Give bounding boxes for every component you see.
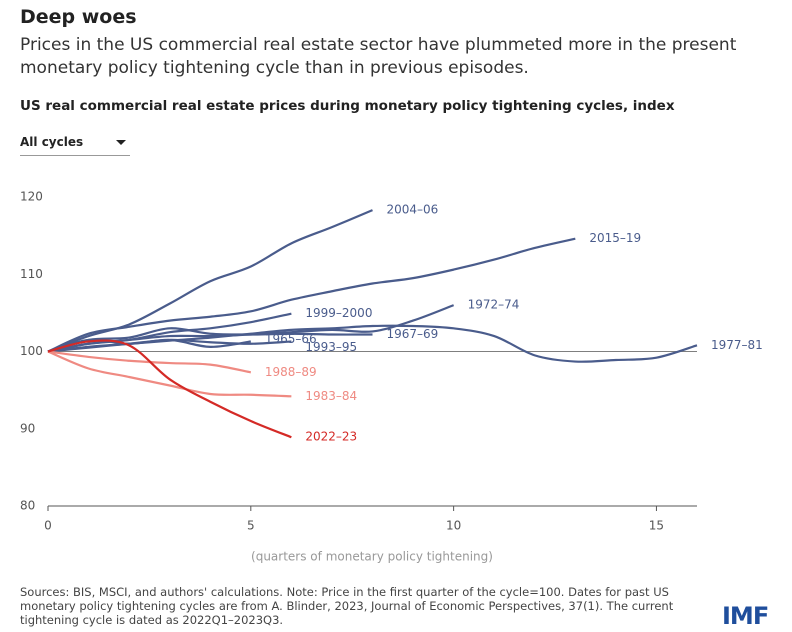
- x-tick-label: 0: [44, 519, 52, 533]
- subtitle: Prices in the US commercial real estate …: [20, 35, 737, 78]
- series-line: [47, 327, 373, 353]
- series-label: 1972–74: [468, 298, 520, 312]
- dropdown-label: All cycles: [20, 135, 84, 149]
- chart-title: US real commercial real estate prices du…: [20, 98, 675, 114]
- series-label: 1983–84: [305, 389, 357, 403]
- series-label: 1977–81: [711, 338, 763, 352]
- series-label: 2015–19: [589, 231, 641, 245]
- series-label: 2022–23: [305, 430, 357, 444]
- title: Deep woes: [20, 6, 137, 28]
- y-tick-label: 110: [20, 267, 43, 281]
- y-tick-label: 120: [20, 190, 43, 204]
- chart: (quarters of monetary policy tightening)…: [20, 190, 763, 564]
- source-note: Sources: BIS, MSCI, and authors' calcula…: [20, 585, 674, 627]
- series-label: 2004–06: [387, 203, 439, 217]
- x-tick-label: 10: [446, 519, 461, 533]
- x-tick-label: 15: [649, 519, 664, 533]
- x-tick-label: 5: [247, 519, 255, 533]
- y-tick-label: 100: [20, 344, 43, 358]
- series-line: [47, 338, 292, 353]
- y-tick-label: 90: [20, 421, 35, 435]
- series-label: 1967–69: [387, 327, 439, 341]
- series-label: 1999–2000: [305, 306, 372, 320]
- dropdown-arrow: [116, 140, 126, 145]
- y-tick-label: 80: [20, 499, 35, 513]
- x-axis-title: (quarters of monetary policy tightening): [251, 550, 493, 564]
- series-line: [47, 350, 292, 398]
- series-line: [47, 339, 292, 439]
- series-label: 1988–89: [265, 365, 317, 379]
- cycle-dropdown[interactable]: All cycles: [20, 135, 130, 156]
- logo: IMF: [722, 602, 769, 630]
- series-line: [47, 237, 576, 353]
- series-label: 1993–95: [305, 340, 357, 354]
- series-line: [47, 209, 373, 353]
